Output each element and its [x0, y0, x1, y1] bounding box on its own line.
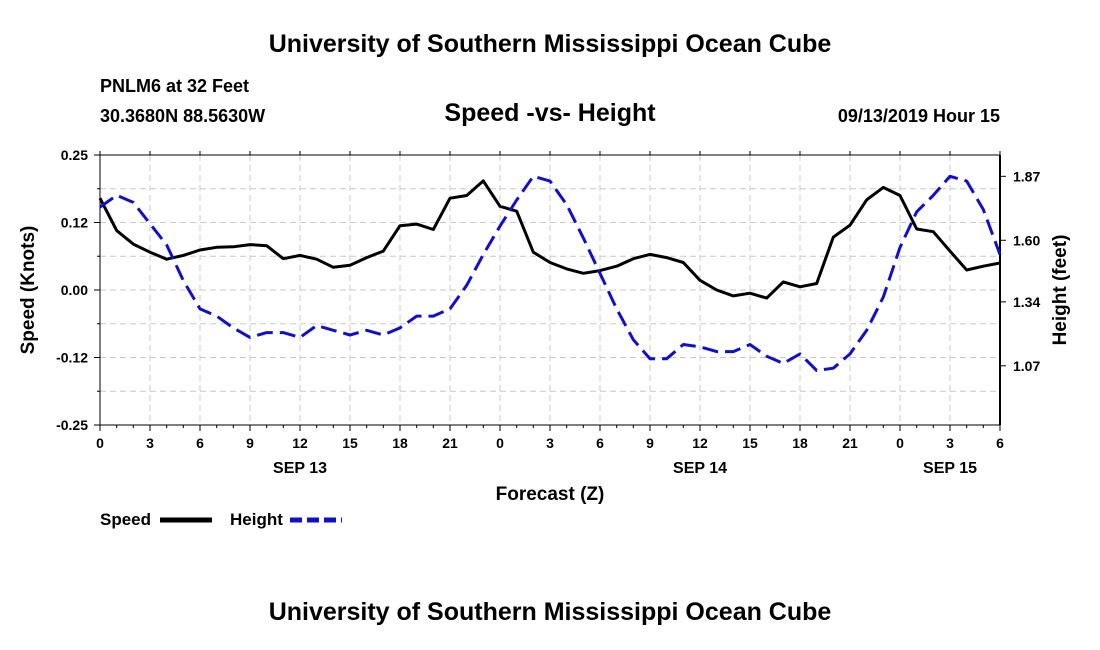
x-date-label: SEP 14: [673, 460, 727, 477]
x-date-label: SEP 15: [923, 460, 977, 477]
x-tick-label: 6: [996, 435, 1004, 451]
x-tick-label: 9: [246, 435, 254, 451]
y2-tick-label: 1.34: [1013, 294, 1040, 310]
x-date-label: SEP 13: [273, 460, 327, 477]
axis-ticks: 0 3 6 9 12 15 18 21 0 3 6 9 12 15 18 21 0 3 6 SEP 13 SEP 14 S…: [56, 147, 1040, 477]
chart-title: Speed -vs- Height: [444, 99, 656, 127]
x-tick-label: 12: [692, 435, 708, 451]
x-tick-label: 12: [292, 435, 308, 451]
legend-label-height: Height: [230, 510, 283, 529]
y-tick-label: 0.12: [61, 215, 88, 231]
x-tick-label: 6: [596, 435, 604, 451]
y-tick-label: -0.25: [56, 417, 88, 433]
x-tick-label: 18: [792, 435, 808, 451]
station-coordinates: 30.3680N 88.5630W: [100, 106, 266, 126]
y-axis-label: Speed (Knots): [18, 226, 39, 355]
y-tick-label: 0.00: [61, 282, 88, 298]
legend-label-speed: Speed: [100, 510, 151, 529]
x-axis-label: Forecast (Z): [496, 484, 605, 505]
issued-timestamp: 09/13/2019 Hour 15: [837, 106, 1000, 126]
x-tick-label: 0: [896, 435, 904, 451]
station-label: PNLM6 at 32 Feet: [100, 76, 250, 96]
y-tick-label: 0.25: [61, 147, 88, 163]
series: [98, 174, 1002, 372]
x-tick-label: 9: [646, 435, 654, 451]
series-line-speed: [98, 179, 1001, 300]
x-tick-label: 15: [342, 435, 358, 451]
series-line-height: [99, 174, 1002, 372]
org-title: University of Southern Mississippi Ocean…: [268, 30, 832, 58]
footer-org-title: University of Southern Mississippi Ocean…: [268, 598, 832, 626]
legend: Speed Height: [100, 510, 342, 529]
y2-axis-label: Height (feet): [1050, 235, 1071, 346]
x-tick-label: 18: [392, 435, 408, 451]
x-tick-label: 21: [842, 435, 858, 451]
x-tick-label: 3: [546, 435, 554, 451]
x-tick-label: 6: [196, 435, 204, 451]
grid: [100, 155, 1000, 425]
x-tick-label: 3: [146, 435, 154, 451]
x-tick-label: 0: [496, 435, 504, 451]
y2-tick-label: 1.60: [1013, 232, 1040, 248]
x-tick-label: 0: [96, 435, 104, 451]
x-tick-label: 3: [946, 435, 954, 451]
y2-tick-label: 1.87: [1013, 168, 1040, 184]
y2-tick-label: 1.07: [1013, 358, 1040, 374]
x-tick-label: 21: [442, 435, 458, 451]
x-tick-label: 15: [742, 435, 758, 451]
y-tick-label: -0.12: [56, 350, 88, 366]
